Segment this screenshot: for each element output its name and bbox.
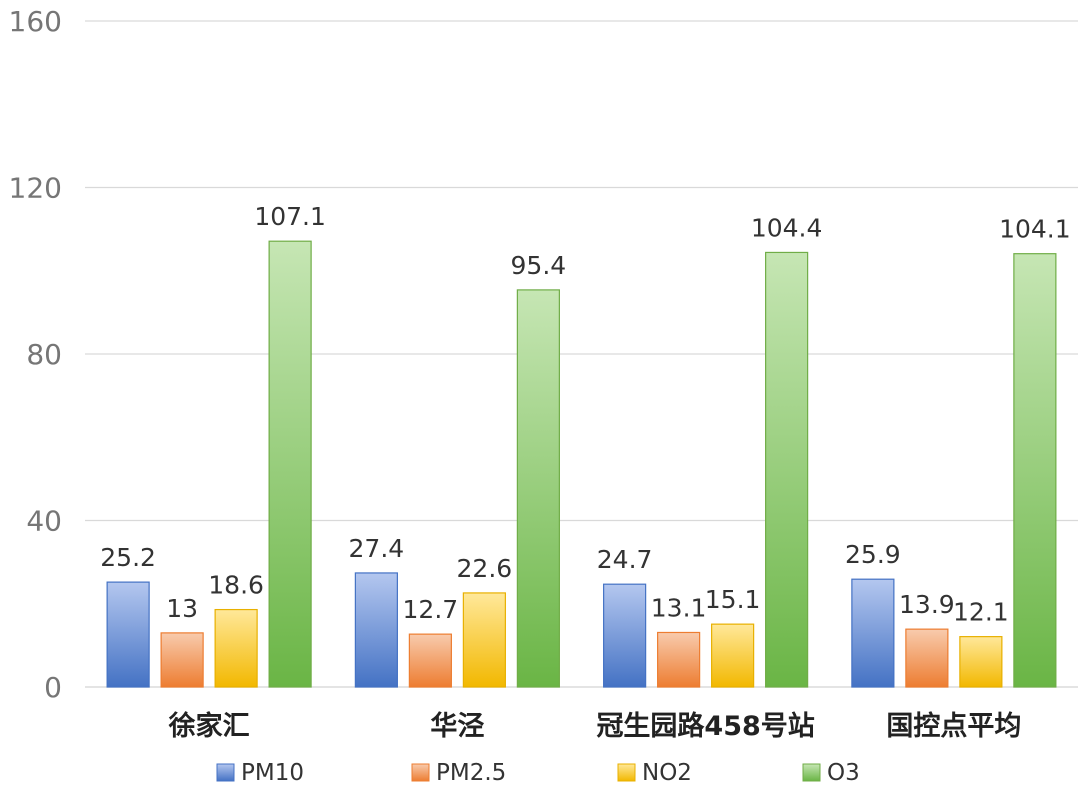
- data-label: 104.4: [751, 213, 823, 242]
- bar-pm25-0: [160, 632, 204, 688]
- legend: PM10 PM2.5 NO2 O3: [216, 760, 860, 786]
- data-label: 13.1: [651, 593, 707, 622]
- legend-label: PM2.5: [436, 760, 506, 786]
- legend-swatch: [617, 763, 636, 782]
- legend-item-pm25: PM2.5: [411, 760, 506, 786]
- x-tick-label: 国控点平均: [886, 711, 1021, 742]
- data-label: 12.1: [953, 598, 1009, 627]
- legend-swatch: [411, 763, 430, 782]
- data-label: 18.6: [208, 571, 264, 600]
- y-tick-label: 160: [9, 5, 62, 38]
- bar-pm10-1: [354, 572, 398, 688]
- x-tick-label: 冠生园路458号站: [596, 710, 814, 742]
- bar-pm10-0: [106, 581, 150, 688]
- bar-no2-1: [462, 592, 506, 688]
- y-tick-label: 120: [9, 172, 62, 205]
- y-tick-label: 0: [44, 671, 62, 704]
- data-label: 13.9: [899, 590, 955, 619]
- data-label: 13: [166, 594, 198, 623]
- bar-no2-3: [959, 636, 1003, 688]
- data-labels: 25.21318.6107.127.412.722.695.424.713.11…: [100, 202, 1070, 626]
- data-label: 15.1: [705, 585, 761, 614]
- data-label: 27.4: [349, 534, 405, 563]
- data-label: 24.7: [597, 545, 653, 574]
- data-label: 107.1: [254, 202, 326, 231]
- legend-swatch: [802, 763, 821, 782]
- bar-o3-3: [1013, 253, 1057, 688]
- bar-o3-0: [268, 240, 312, 688]
- bar-pm10-2: [603, 583, 647, 688]
- bar-o3-1: [516, 289, 560, 688]
- legend-swatch: [216, 763, 235, 782]
- y-axis-ticks: 0 40 80 120 160: [9, 5, 62, 704]
- legend-label: PM10: [241, 760, 304, 786]
- data-label: 104.1: [999, 215, 1071, 244]
- bar-pm10-3: [851, 578, 895, 688]
- data-label: 22.6: [457, 554, 513, 583]
- data-label: 25.9: [845, 540, 901, 569]
- legend-label: O3: [827, 760, 860, 786]
- bar-pm25-2: [657, 631, 701, 688]
- legend-item-pm10: PM10: [216, 760, 304, 786]
- x-axis-ticks: 徐家汇 华泾 冠生园路458号站 国控点平均: [168, 710, 1022, 742]
- x-tick-label: 华泾: [430, 710, 484, 742]
- data-label: 25.2: [100, 543, 156, 572]
- legend-item-o3: O3: [802, 760, 860, 786]
- bar-pm25-1: [408, 633, 452, 688]
- bars: [106, 240, 1057, 688]
- bar-no2-0: [214, 608, 258, 688]
- data-label: 95.4: [511, 251, 567, 280]
- bar-o3-2: [765, 251, 809, 688]
- legend-label: NO2: [642, 760, 692, 786]
- y-tick-label: 40: [26, 505, 62, 538]
- x-tick-label: 徐家汇: [168, 710, 250, 742]
- bar-no2-2: [711, 623, 755, 688]
- legend-item-no2: NO2: [617, 760, 692, 786]
- data-label: 12.7: [403, 595, 459, 624]
- bar-pm25-3: [905, 628, 949, 688]
- y-tick-label: 80: [26, 338, 62, 371]
